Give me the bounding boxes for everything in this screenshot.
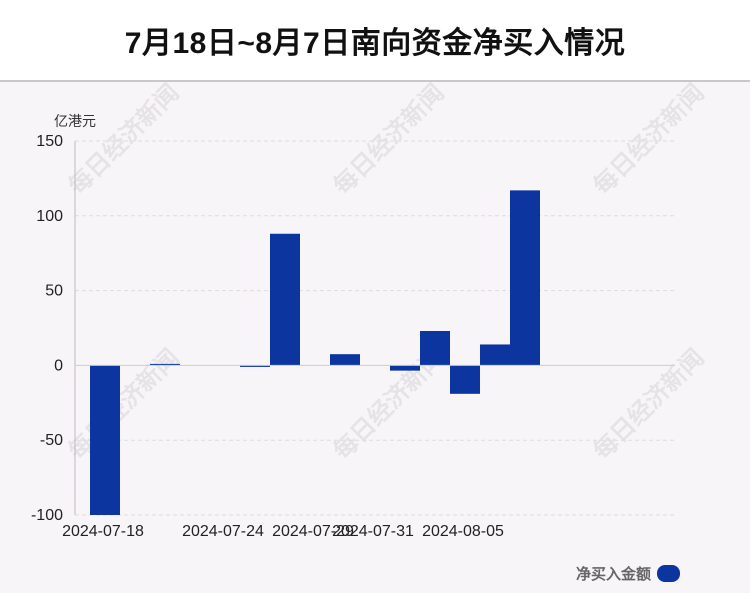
x-tick-label: 2024-07-24 [182, 523, 264, 540]
bar [330, 354, 360, 366]
bar [450, 365, 480, 394]
chart-title: 7月18日~8月7日南向资金净买入情况 [124, 27, 626, 60]
bar [90, 365, 120, 515]
x-tick-label: 2024-08-05 [422, 523, 504, 540]
y-axis-unit-label: 亿港元 [54, 113, 96, 129]
bar [150, 363, 180, 366]
y-tick-label: -50 [40, 432, 63, 449]
x-tick-label: 2024-07-31 [332, 523, 414, 540]
bar [480, 344, 510, 366]
bar [240, 365, 270, 367]
y-tick-label: 150 [36, 133, 63, 150]
y-tick-label: 0 [54, 357, 63, 374]
bar [390, 365, 420, 371]
legend: 净买入金额 [576, 563, 681, 584]
y-tick-label: 50 [45, 283, 63, 300]
x-tick-label: 2024-07-18 [62, 523, 144, 540]
x-tick-label: 2024-07-29 [272, 523, 354, 540]
y-tick-label: 100 [36, 208, 63, 225]
title-bar: 7月18日~8月7日南向资金净买入情况 [0, 0, 750, 82]
legend-swatch [657, 565, 681, 582]
bar [270, 233, 300, 366]
y-tick-label: -100 [31, 507, 63, 524]
legend-label: 净买入金额 [576, 566, 652, 583]
bar [510, 190, 540, 366]
bar [420, 330, 450, 366]
